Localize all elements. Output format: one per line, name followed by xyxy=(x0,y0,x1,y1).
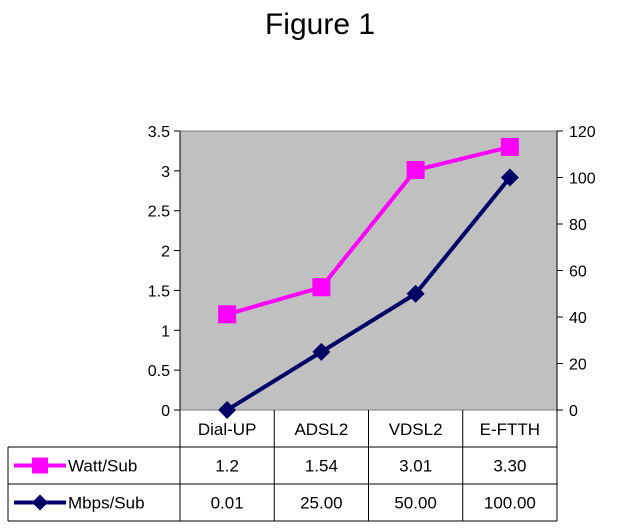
category-label: VDSL2 xyxy=(389,420,443,439)
series-line-0 xyxy=(226,145,511,317)
right-axis-tick-label: 20 xyxy=(569,357,587,374)
data-point xyxy=(500,168,519,187)
left-axis-tick-label: 2 xyxy=(161,244,170,261)
left-axis-tick-label: 1 xyxy=(161,323,170,340)
data-label: 100.00 xyxy=(484,494,536,513)
left-axis-tick-label: 1.5 xyxy=(148,283,170,300)
right-axis-tick-label: 60 xyxy=(569,264,587,281)
data-point xyxy=(312,342,331,361)
data-label: 3.30 xyxy=(493,457,526,476)
data-point xyxy=(406,284,425,303)
legend-key-marker xyxy=(32,494,48,511)
series-line-1 xyxy=(226,176,512,412)
category-label: ADSL2 xyxy=(294,420,348,439)
category-label: Dial-UP xyxy=(198,420,257,439)
left-axis-tick-label: 3.5 xyxy=(148,124,170,141)
right-axis-tick-label: 100 xyxy=(569,171,596,188)
data-label: 50.00 xyxy=(394,494,437,513)
data-point xyxy=(218,305,237,324)
legend-label: Watt/Sub xyxy=(68,457,137,476)
data-label: 1.54 xyxy=(305,457,338,476)
data-point xyxy=(406,161,425,180)
data-label: 3.01 xyxy=(399,457,432,476)
left-axis-tick-label: 0 xyxy=(161,403,170,420)
right-axis-tick-label: 120 xyxy=(569,124,596,141)
category-label: E-FTTH xyxy=(480,420,540,439)
data-point xyxy=(218,400,237,419)
data-label: 25.00 xyxy=(300,494,343,513)
data-label: 0.01 xyxy=(211,494,244,513)
left-axis-tick-label: 0.5 xyxy=(148,363,170,380)
legend-label: Mbps/Sub xyxy=(68,494,145,513)
plot-area xyxy=(179,130,558,411)
right-axis-tick-label: 0 xyxy=(569,403,578,420)
left-axis-tick-label: 2.5 xyxy=(148,204,170,221)
right-axis-tick-label: 80 xyxy=(569,217,587,234)
left-axis-tick-label: 3 xyxy=(161,164,170,181)
data-point xyxy=(312,278,331,297)
data-point xyxy=(500,137,519,156)
right-axis-tick-label: 40 xyxy=(569,310,587,327)
data-label: 1.2 xyxy=(215,457,239,476)
legend-key-marker xyxy=(32,457,48,474)
chart-title: Figure 1 xyxy=(264,8,376,41)
